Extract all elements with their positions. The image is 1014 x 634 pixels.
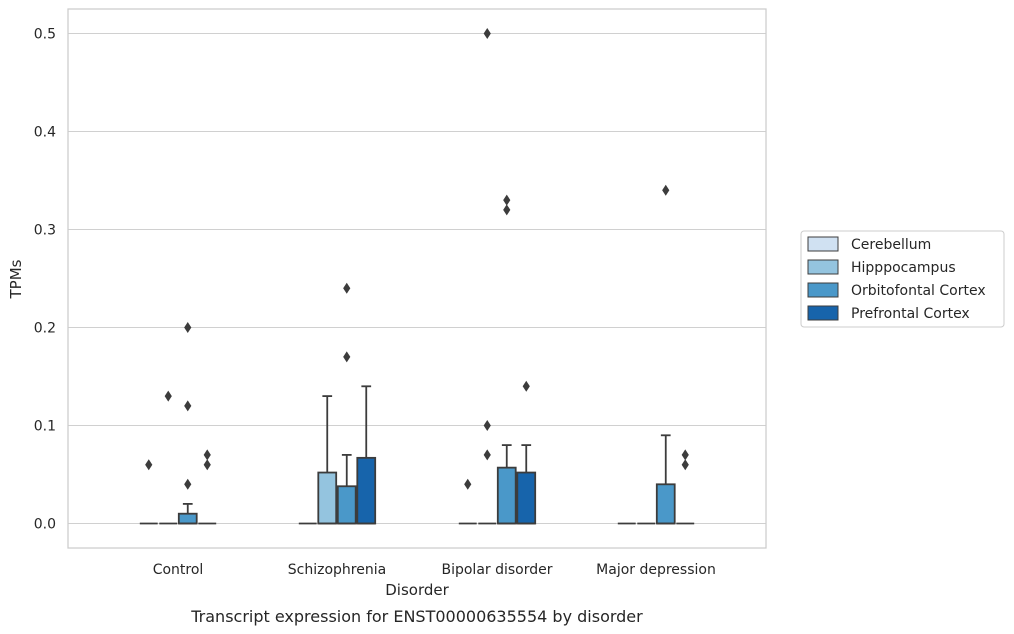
- outlier-point: [662, 184, 670, 196]
- grid-lines: [68, 32, 766, 525]
- legend-swatch: [807, 282, 839, 298]
- x-axis-title: Disorder: [385, 581, 449, 599]
- box-body: [496, 466, 517, 525]
- box-orbitofontal-cortex: [655, 184, 676, 525]
- box-cerebellum: [458, 478, 477, 525]
- box-hipppocampus: [478, 28, 497, 525]
- legend-frame: [800, 230, 1005, 328]
- chart-caption: Transcript expression for ENST0000063555…: [190, 607, 643, 626]
- outlier-point: [164, 390, 172, 402]
- box-body: [655, 483, 676, 525]
- legend: Cerebellum Hipppocampus Orbitofontal Corte…: [800, 230, 1005, 328]
- y-axis-ticks: 0.0 0.1 0.2 0.3 0.4 0.5: [34, 27, 56, 533]
- outlier-point: [464, 478, 472, 490]
- outlier-point: [184, 478, 192, 490]
- outlier-point: [184, 400, 192, 412]
- box-orbitofontal-cortex: [496, 194, 517, 525]
- box-orbitofontal-cortex: [177, 322, 198, 525]
- legend-swatch: [807, 259, 839, 275]
- box-prefrontal-cortex: [676, 449, 695, 525]
- box-prefrontal-cortex: [356, 385, 377, 525]
- legend-swatch: [807, 305, 839, 321]
- box-hipppocampus: [159, 390, 178, 525]
- y-tick-label: 0.0: [34, 517, 56, 533]
- box-series: [139, 28, 695, 525]
- y-tick-label: 0.2: [34, 321, 56, 337]
- outlier-point: [681, 449, 689, 461]
- box-body: [356, 456, 377, 525]
- outlier-point: [522, 380, 530, 392]
- outlier-point: [145, 459, 153, 471]
- y-tick-label: 0.4: [34, 125, 56, 141]
- box-cerebellum: [139, 459, 158, 525]
- x-tick-label: Major depression: [596, 562, 716, 578]
- box-prefrontal-cortex: [198, 449, 217, 525]
- x-tick-label: Bipolar disorder: [441, 562, 552, 578]
- plot-area-frame: [67, 8, 767, 549]
- y-tick-label: 0.1: [34, 419, 56, 435]
- outlier-point: [343, 282, 351, 294]
- box-orbitofontal-cortex: [336, 282, 357, 525]
- legend-label: Hipppocampus: [851, 260, 956, 276]
- legend-label: Cerebellum: [851, 237, 931, 253]
- box-body: [336, 485, 357, 525]
- box-body: [317, 471, 338, 525]
- y-axis-title: TPMs: [7, 259, 25, 299]
- y-tick-label: 0.3: [34, 223, 56, 239]
- x-axis-ticks: Control Schizophrenia Bipolar disorder Majo…: [153, 562, 716, 578]
- outlier-point: [483, 28, 491, 39]
- outlier-point: [343, 351, 351, 363]
- box-body: [516, 471, 537, 525]
- outlier-point: [681, 459, 689, 471]
- legend-label: Orbitofontal Cortex: [851, 283, 986, 299]
- outlier-point: [503, 204, 511, 216]
- outlier-point: [483, 420, 491, 431]
- legend-swatch: [807, 236, 839, 252]
- y-tick-label: 0.5: [34, 27, 56, 43]
- legend-label: Prefrontal Cortex: [851, 306, 970, 322]
- outlier-point: [503, 194, 511, 206]
- box-body: [177, 512, 198, 525]
- outlier-point: [184, 322, 192, 333]
- box-prefrontal-cortex: [516, 380, 537, 525]
- outlier-point: [483, 449, 491, 461]
- box-hipppocampus: [317, 395, 338, 525]
- outlier-point: [203, 449, 211, 461]
- outlier-point: [203, 459, 211, 471]
- x-tick-label: Control: [153, 562, 204, 578]
- x-tick-label: Schizophrenia: [288, 562, 386, 578]
